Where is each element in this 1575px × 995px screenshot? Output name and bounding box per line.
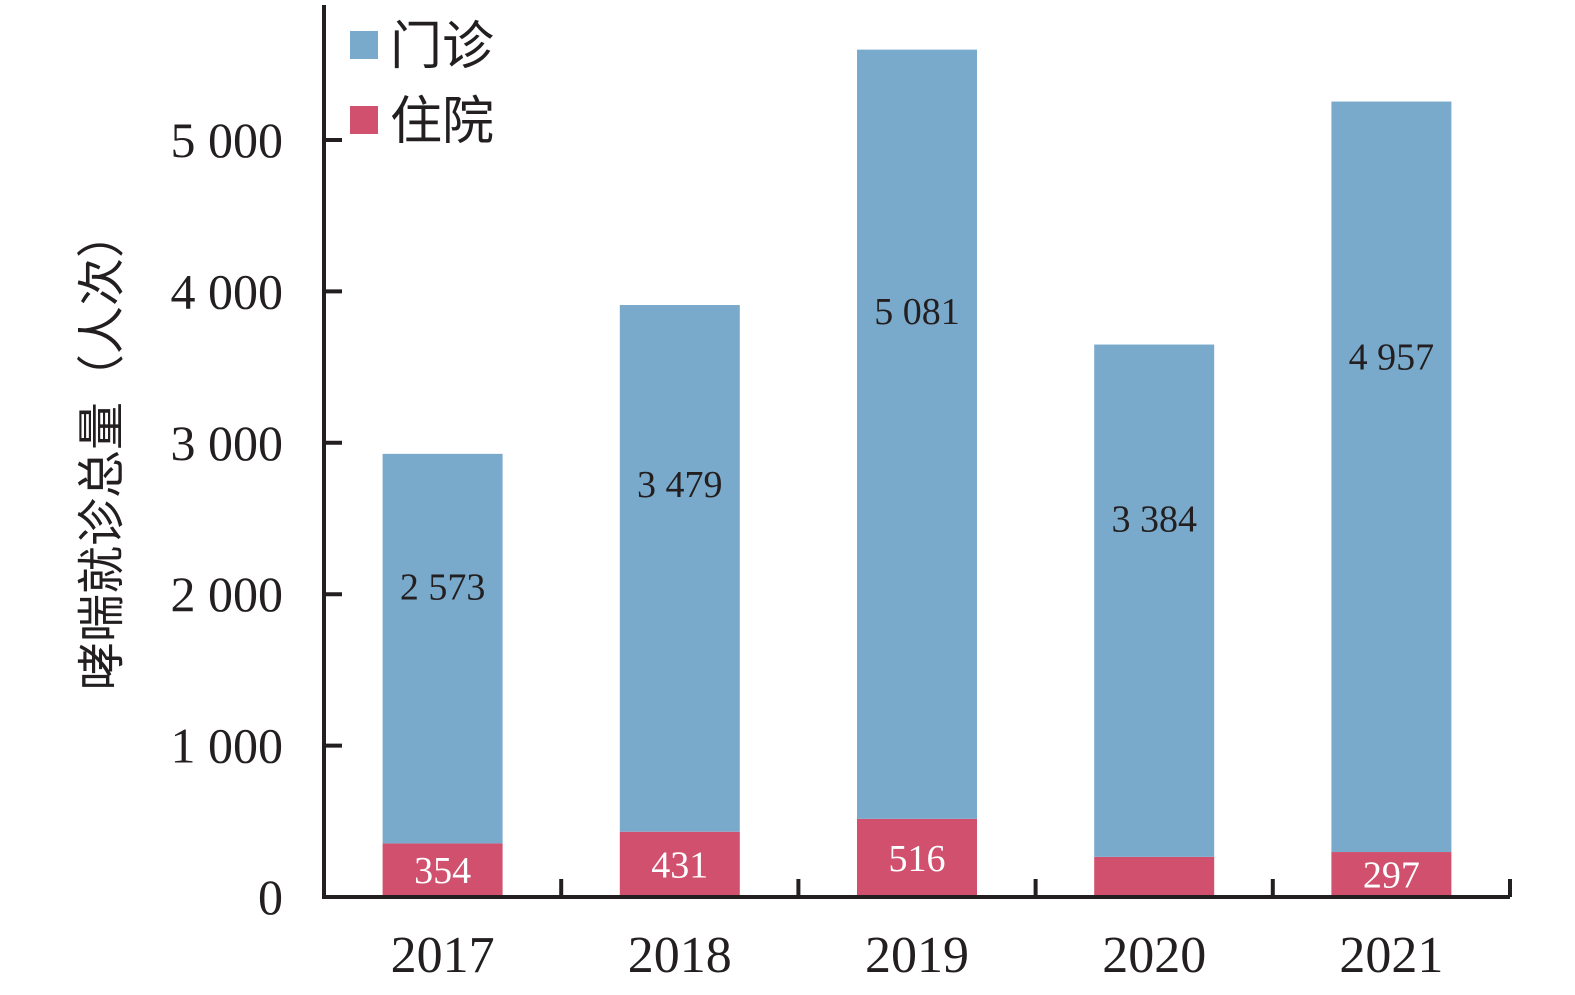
data-label-outpatient-2020: 3 384 [1111,499,1197,541]
y-tick-label-0: 0 [258,869,283,925]
x-tick-label-2020: 2020 [1102,927,1206,984]
x-tick-label-2017: 2017 [391,927,495,984]
data-label-outpatient-2017: 2 573 [400,566,486,608]
y-tick-label-2000: 2 000 [171,566,284,622]
data-label-inpatient-2018: 431 [651,844,708,886]
y-tick-label-5000: 5 000 [171,112,284,168]
data-label-inpatient-2021: 297 [1363,855,1420,897]
data-label-inpatient-2017: 354 [414,850,471,892]
bars-group [382,49,1452,897]
bar-inpatient-2017 [382,843,503,897]
legend-label-inpatient: 住院 [390,92,494,152]
data-label-outpatient-2018: 3 479 [637,464,723,506]
bar-inpatient-2019 [857,818,977,897]
axes-group: 2017 2018 2019 2020 2021 0 1 000 2 000 3 000 4 00… [171,5,1512,984]
bar-labels-group: 354 2 573 431 3 479 516 5 081 3 384 297 4 957 [400,291,1434,896]
y-axis-title: 哮喘就诊总量（人次） [74,210,130,690]
legend-swatch-outpatient [350,31,378,59]
bar-outpatient-2021 [1331,101,1452,853]
x-tick-label-2019: 2019 [865,927,969,984]
y-tick-label-4000: 4 000 [171,263,284,319]
x-tick-label-2021: 2021 [1339,927,1443,984]
bar-outpatient-2020 [1094,344,1215,857]
legend-label-outpatient: 门诊 [390,17,494,77]
bar-outpatient-2018 [619,305,740,832]
bar-inpatient-2021 [1331,852,1452,897]
bar-inpatient-2018 [619,831,740,897]
data-label-outpatient-2021: 4 957 [1349,337,1435,379]
bar-outpatient-2017 [382,453,503,844]
bar-inpatient-2020 [1094,856,1215,897]
data-label-inpatient-2019: 516 [889,838,946,880]
data-label-outpatient-2019: 5 081 [874,291,960,333]
y-tick-label-1000: 1 000 [171,718,284,774]
x-tick-label-2018: 2018 [628,927,732,984]
legend-swatch-inpatient [350,106,378,134]
y-tick-label-3000: 3 000 [171,415,284,471]
bar-outpatient-2019 [857,49,977,819]
